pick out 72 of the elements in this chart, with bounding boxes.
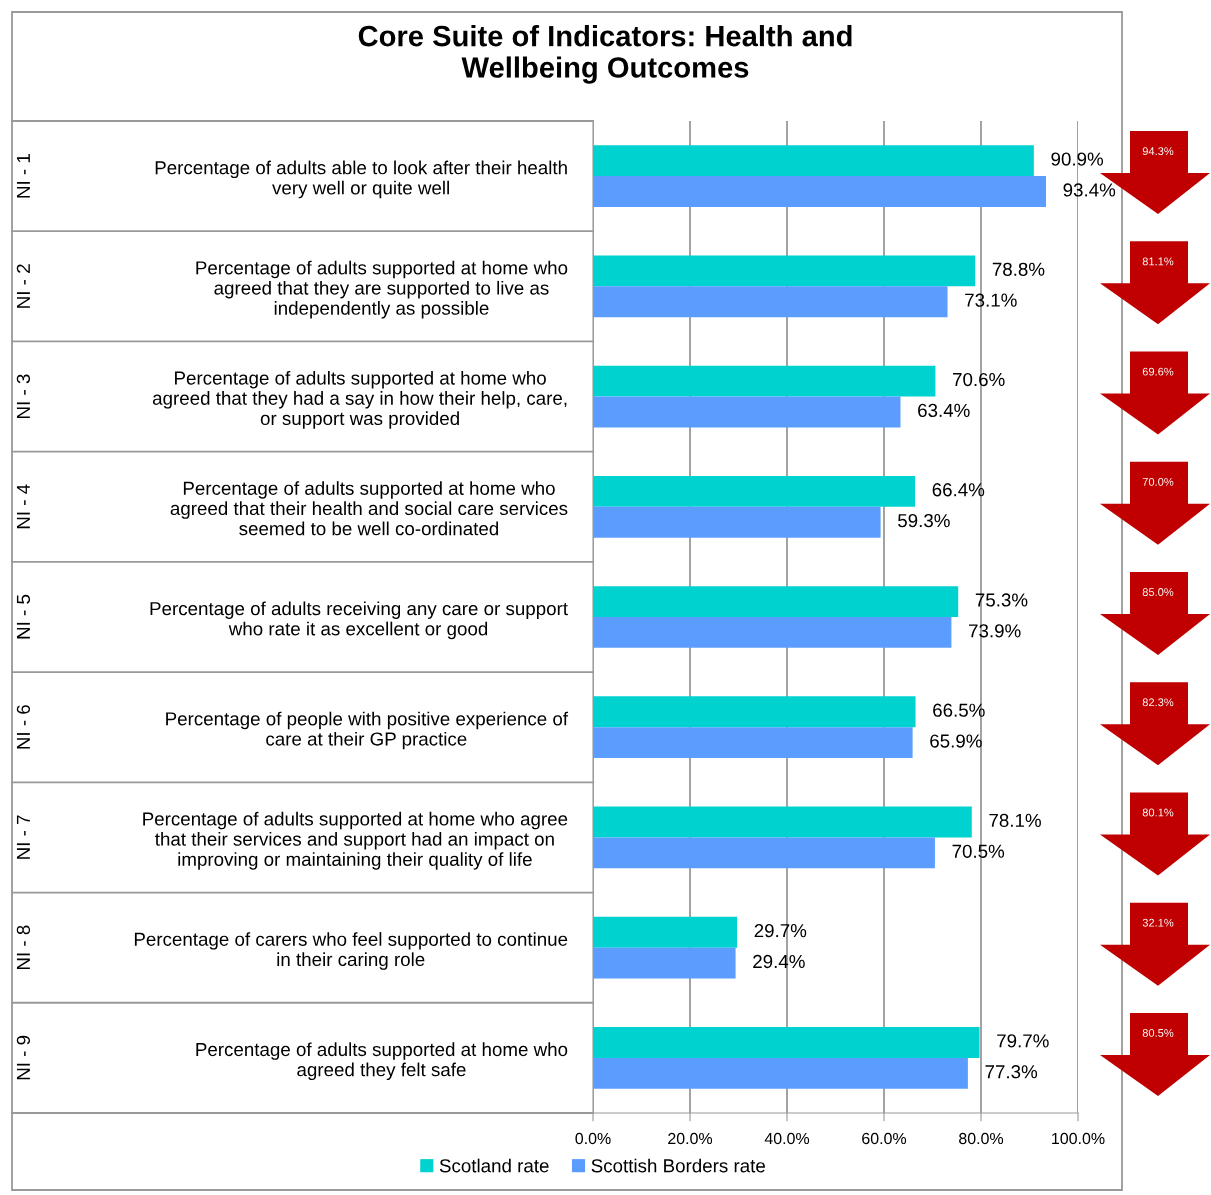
data-label: 65.9% xyxy=(930,734,982,748)
legend-label: Scottish Borders rate xyxy=(591,1158,765,1173)
data-label: 77.3% xyxy=(985,1065,1038,1079)
text: 81.1% xyxy=(1142,257,1174,266)
x-tick-label: 100.0% xyxy=(1052,1132,1105,1145)
data-label: 66.5% xyxy=(933,703,985,717)
y-tick-label: Percentage of adults supported at home who agree that their services and support had an impact on improving or maintaining their quality of life xyxy=(143,811,568,870)
text: NI - 8 xyxy=(16,925,31,970)
bar xyxy=(593,365,936,397)
text: NI - 2 xyxy=(16,264,30,308)
bar xyxy=(593,396,901,428)
bar xyxy=(593,1057,968,1089)
bar xyxy=(593,506,881,538)
text: 32.1% xyxy=(1142,918,1174,927)
text: NI - 6 xyxy=(16,705,31,749)
data-label: 66.4% xyxy=(932,483,985,497)
bar xyxy=(593,916,738,948)
y-tick-label: Percentage of adults supported at home who agreed they felt safe xyxy=(196,1042,568,1081)
bar xyxy=(593,286,948,318)
data-label: 70.5% xyxy=(952,844,1005,858)
data-label: 29.4% xyxy=(753,954,805,969)
bar xyxy=(593,176,1046,207)
data-label: 29.7% xyxy=(754,923,807,938)
text: 69.6% xyxy=(1142,367,1174,376)
x-tick-label: 0.0% xyxy=(575,1132,611,1145)
text: 70.0% xyxy=(1142,477,1174,486)
x-tick-label: 20.0% xyxy=(668,1132,713,1145)
y-tick-label: Percentage of adults supported at home who agreed that their health and social care services seemed to be well co-ordinated xyxy=(170,481,568,536)
y-tick-label: Percentage of people with positive experience of care at their GP practice xyxy=(166,711,569,750)
y-tick-label: Percentage of adults receiving any care or support who rate it as excellent or good xyxy=(150,601,568,640)
y-tick-label: Percentage of adults able to look after their health very well or quite well xyxy=(155,160,567,199)
text: 80.5% xyxy=(1142,1029,1174,1037)
text: 80.1% xyxy=(1142,808,1174,817)
data-label: 73.9% xyxy=(969,624,1021,638)
data-label: 79.7% xyxy=(997,1034,1049,1048)
bar xyxy=(593,696,916,728)
x-tick-label: 40.0% xyxy=(764,1132,810,1145)
x-tick-label: 80.0% xyxy=(959,1132,1004,1145)
bar xyxy=(593,806,972,838)
bar xyxy=(593,947,736,979)
bar xyxy=(593,586,959,617)
text: NI - 7 xyxy=(16,815,30,859)
bar xyxy=(593,727,913,759)
text: NI - 4 xyxy=(16,484,30,529)
data-label: 73.1% xyxy=(965,293,1017,307)
data-label: 78.1% xyxy=(989,813,1041,828)
bar xyxy=(593,1027,980,1058)
data-label: 70.6% xyxy=(953,372,1005,387)
text: NI - 5 xyxy=(16,594,31,639)
text: NI - 1 xyxy=(16,154,30,198)
y-tick-label: Percentage of carers who feel supported to continue in their caring role xyxy=(134,932,568,970)
data-label: 93.4% xyxy=(1063,183,1116,197)
bar xyxy=(593,617,952,648)
data-label: 78.8% xyxy=(992,262,1045,276)
text: NI - 9 xyxy=(16,1035,31,1080)
bar xyxy=(593,475,916,507)
data-label: 90.9% xyxy=(1051,152,1104,166)
chart-title: Core Suite of Indicators: Health and Wellbeing Outcomes xyxy=(358,25,852,84)
text: 85.0% xyxy=(1142,588,1174,596)
legend-label: Scotland rate xyxy=(439,1158,549,1173)
y-tick-label: Percentage of adults supported at home who agreed that they are supported to live as independently as possible xyxy=(196,260,568,319)
y-tick-label: Percentage of adults supported at home who agreed that they had a say in how their help, care, or support was provided xyxy=(152,370,567,429)
text: NI - 3 xyxy=(16,374,31,418)
data-label: 59.3% xyxy=(898,513,950,528)
x-tick-label: 60.0% xyxy=(862,1132,907,1145)
data-label: 75.3% xyxy=(975,593,1028,607)
text: 94.3% xyxy=(1142,147,1174,156)
text: 82.3% xyxy=(1142,698,1174,707)
data-label: 63.4% xyxy=(918,403,970,418)
bar xyxy=(593,145,1034,177)
bar xyxy=(593,255,976,287)
bar xyxy=(593,837,935,869)
